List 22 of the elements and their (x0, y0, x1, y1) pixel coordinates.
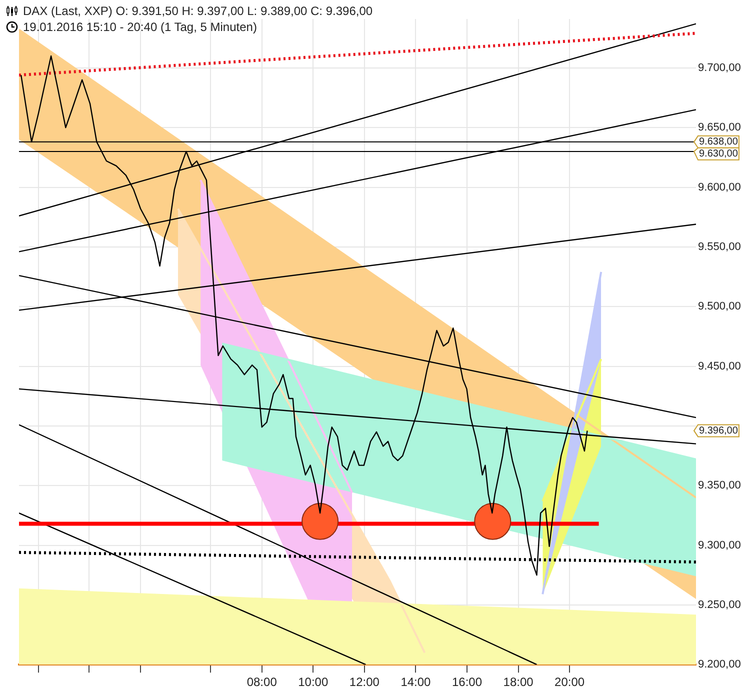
ref-line-label: 9.630,00 (699, 148, 738, 160)
y-tick-label: 9.200,00 (698, 658, 741, 671)
y-tick-label: 9.600,00 (698, 181, 741, 194)
x-tick-label: 08:00 (246, 675, 278, 690)
y-tick-label: 9.500,00 (698, 300, 741, 313)
y-tick-label: 9.700,00 (698, 62, 741, 74)
x-tick-label: 10:00 (298, 675, 328, 690)
y-tick-label: 9.450,00 (698, 360, 741, 372)
y-tick-label: 9.300,00 (698, 539, 741, 552)
text: 9.396,00 (699, 425, 738, 436)
x-tick-label: 12:00 (349, 675, 380, 690)
chart-subtitle: 19.01.2016 15:10 - 20:40 (1 Tag, 5 Minuten) (23, 19, 257, 35)
ref-line-label: 9.638,00 (699, 136, 738, 148)
y-tick-label: 9.650,00 (698, 122, 741, 134)
y-tick-label: 9.250,00 (698, 598, 741, 611)
y-tick-label: 9.550,00 (698, 240, 741, 253)
x-tick-label: 20:00 (554, 675, 585, 690)
x-tick-label: 16:00 (452, 675, 482, 690)
x-tick-label: 18:00 (503, 675, 534, 690)
chart-title: DAX (Last, XXP) O: 9.391,50 H: 9.397,00 L: 9.389,00 C: 9.396,00 (23, 3, 373, 19)
y-tick-label: 9.350,00 (698, 480, 741, 492)
x-tick-label: 14:00 (400, 675, 432, 690)
